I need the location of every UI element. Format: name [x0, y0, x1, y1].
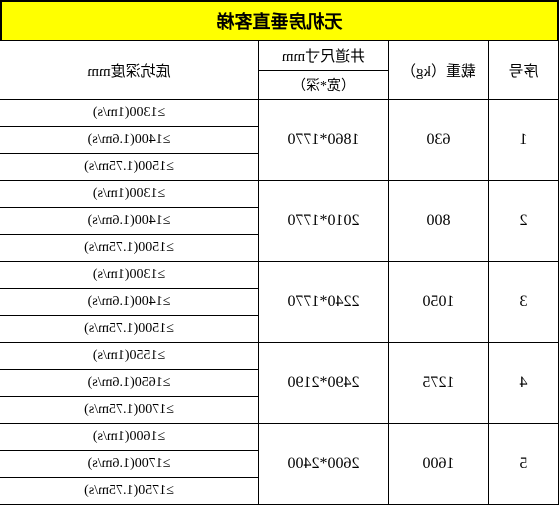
cell-pit: ≥1700(1.75m/s) [0, 397, 259, 424]
cell-load: 630 [389, 100, 489, 181]
header-shaft-top: 井道尺寸mm [259, 41, 389, 71]
cell-pit: ≥1400(1.6m/s) [0, 289, 259, 316]
cell-seq: 5 [489, 424, 559, 505]
cell-pit: ≥1500(1.75m/s) [0, 316, 259, 343]
table-row: 16301860*1770≥1300(1m/s) [0, 100, 559, 127]
title-text: 无机房垂直客梯 [217, 12, 343, 32]
cell-pit: ≥1300(1m/s) [0, 262, 259, 289]
cell-seq: 3 [489, 262, 559, 343]
cell-shaft: 2490*2190 [259, 343, 389, 424]
elevator-spec-table: 序号 载重（kg） 井道尺寸mm 底坑深度mm （宽*深） 16301860*1… [0, 40, 559, 505]
header-load: 载重（kg） [389, 41, 489, 100]
cell-pit: ≥1550(1m/s) [0, 343, 259, 370]
table-row: 412752490*2190≥1550(1m/s) [0, 343, 559, 370]
cell-seq: 4 [489, 343, 559, 424]
table-row: 516002600*2400≥1600(1m/s) [0, 424, 559, 451]
cell-shaft: 1860*1770 [259, 100, 389, 181]
cell-pit: ≥1300(1m/s) [0, 181, 259, 208]
header-shaft-sub: （宽*深） [259, 71, 389, 100]
cell-load: 800 [389, 181, 489, 262]
header-pit: 底坑深度mm [0, 41, 259, 100]
cell-pit: ≥1750(1.75m/s) [0, 478, 259, 505]
cell-pit: ≥1400(1.6m/s) [0, 127, 259, 154]
cell-shaft: 2010*1770 [259, 181, 389, 262]
cell-load: 1600 [389, 424, 489, 505]
cell-shaft: 2600*2400 [259, 424, 389, 505]
cell-load: 1275 [389, 343, 489, 424]
cell-shaft: 2240*1770 [259, 262, 389, 343]
cell-load: 1050 [389, 262, 489, 343]
title-bar: 无机房垂直客梯 [0, 0, 559, 40]
cell-pit: ≥1700(1.6m/s) [0, 451, 259, 478]
cell-pit: ≥1600(1m/s) [0, 424, 259, 451]
table-row: 310502240*1770≥1300(1m/s) [0, 262, 559, 289]
cell-seq: 1 [489, 100, 559, 181]
cell-pit: ≥1650(1.6m/s) [0, 370, 259, 397]
cell-pit: ≥1400(1.6m/s) [0, 208, 259, 235]
cell-pit: ≥1500(1.75m/s) [0, 235, 259, 262]
header-seq: 序号 [489, 41, 559, 100]
cell-seq: 2 [489, 181, 559, 262]
table-body: 16301860*1770≥1300(1m/s)≥1400(1.6m/s)≥15… [0, 100, 559, 505]
table-row: 28002010*1770≥1300(1m/s) [0, 181, 559, 208]
cell-pit: ≥1300(1m/s) [0, 100, 259, 127]
cell-pit: ≥1500(1.75m/s) [0, 154, 259, 181]
